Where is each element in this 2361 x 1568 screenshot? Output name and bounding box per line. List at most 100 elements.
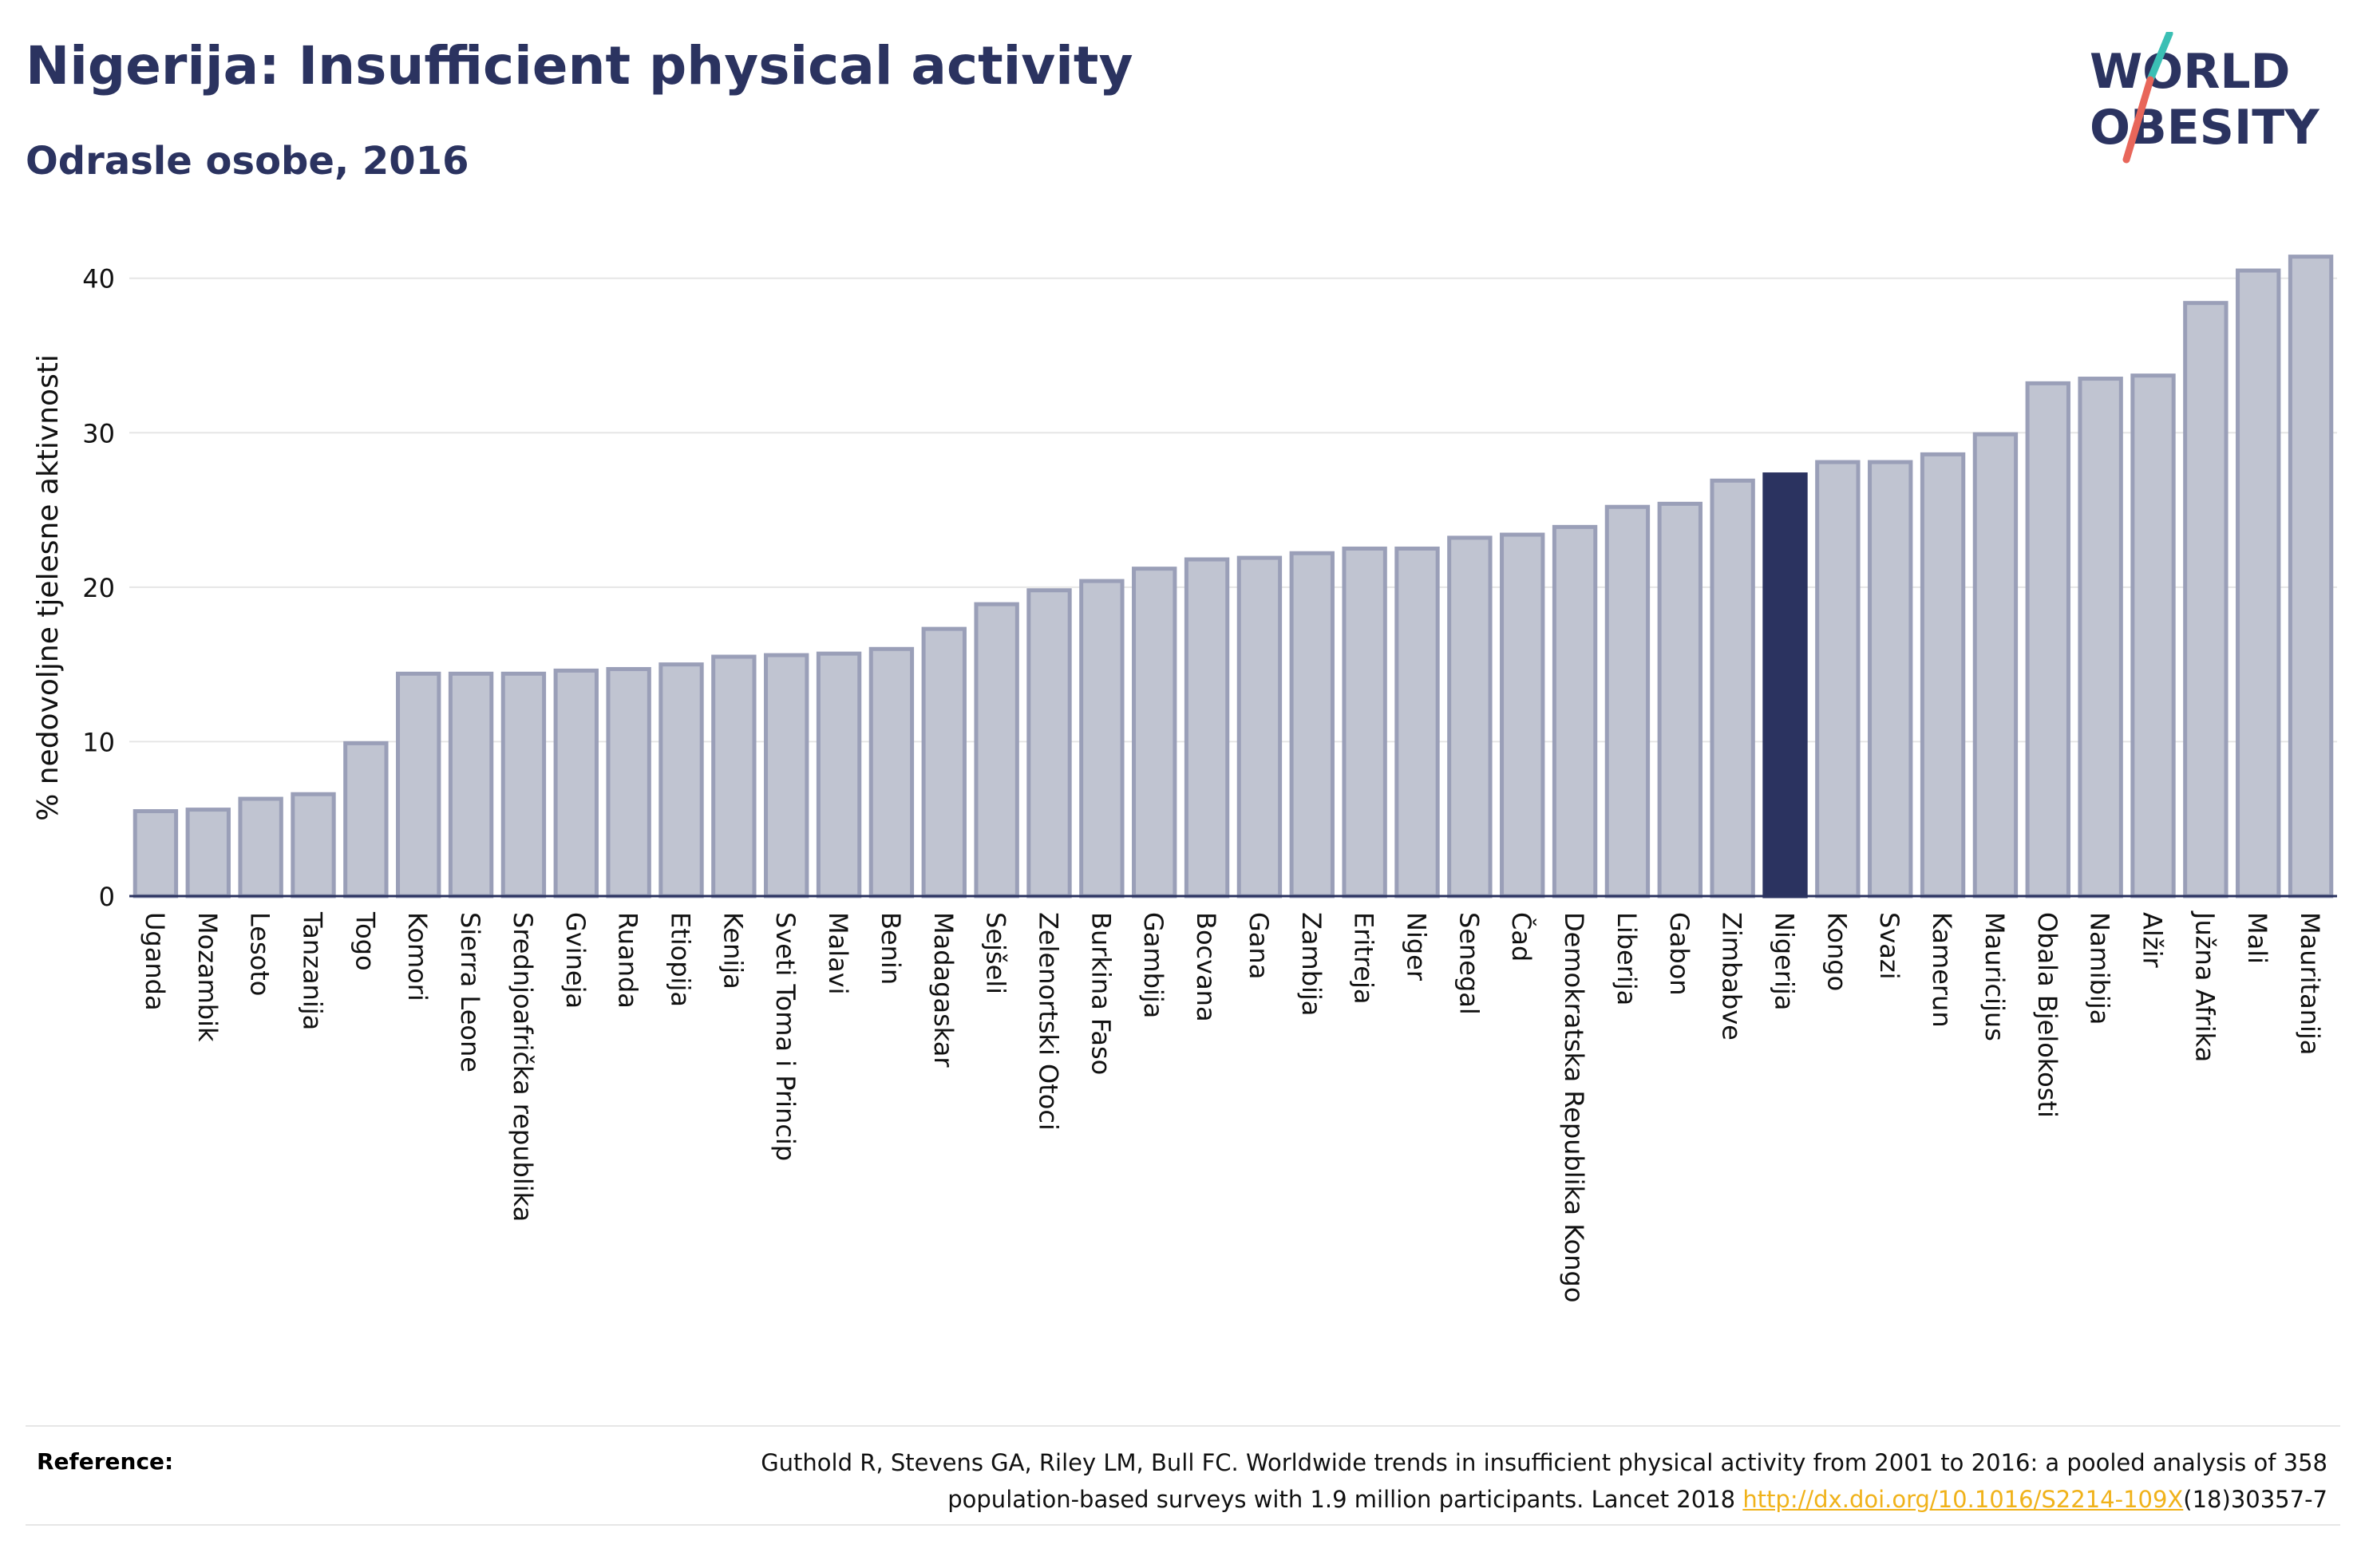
x-tick-label: Demokratska Republika Kongo <box>1559 912 1589 1302</box>
x-tick-label: Zelenortski Otoci <box>1034 912 1064 1131</box>
x-tick-label: Gana <box>1244 912 1274 979</box>
bar <box>868 646 915 899</box>
reference-line1: Guthold R, Stevens GA, Riley LM, Bull FC… <box>761 1449 2327 1476</box>
bar <box>921 626 967 899</box>
reference-bottom-rule <box>26 1524 2340 1526</box>
bar <box>1972 432 2019 899</box>
x-tick-label: Mozambik <box>192 912 223 1042</box>
x-tick-label: Mauricijus <box>1979 912 2010 1041</box>
x-tick-label: Sejšeli <box>981 912 1011 994</box>
bar <box>2236 268 2281 899</box>
x-tick-label: Svazi <box>1874 912 1904 980</box>
bar <box>658 662 704 899</box>
bar <box>1026 588 1072 899</box>
x-tick-label: Čad <box>1506 912 1537 962</box>
x-tick-label: Južna Afrika <box>2189 910 2220 1062</box>
bar <box>1920 452 1966 899</box>
x-tick-label: Alžir <box>2138 912 2168 968</box>
x-tick-label: Gambija <box>1138 912 1169 1018</box>
world-obesity-logo: WORLD OBESITY <box>2090 32 2320 164</box>
bar <box>291 792 336 899</box>
reference-suffix: (18)30357-7 <box>2183 1486 2327 1513</box>
x-tick-label: Benin <box>876 912 906 985</box>
bar-chart: 0 10 20 30 40 Uganda Mozambik Lesoto Tanzanija To… <box>32 255 2337 1302</box>
bar <box>816 651 862 899</box>
x-tick-label: Eritreja <box>1349 912 1379 1004</box>
reference-top-rule <box>26 1425 2340 1427</box>
bar <box>448 671 494 899</box>
bar <box>764 653 809 899</box>
reference-line2: population-based surveys with 1.9 millio… <box>947 1486 1743 1513</box>
bar <box>2078 377 2123 899</box>
x-tick-label: Niger <box>1402 912 1432 981</box>
reference-text: Guthold R, Stevens GA, Riley LM, Bull FC… <box>532 1444 2327 1518</box>
bar <box>1132 567 1177 899</box>
x-tick-label: Obala Bjelokosti <box>2032 912 2062 1118</box>
bar-highlight <box>1762 472 1808 899</box>
bar <box>1868 460 1913 899</box>
x-tick-label: Namibija <box>2085 912 2115 1025</box>
bar <box>1552 524 1598 899</box>
x-tick-label: Senegal <box>1453 912 1484 1015</box>
x-tick-label: Tanzanija <box>298 911 328 1030</box>
chart-title: Nigerija: Insufficient physical activity <box>26 35 1133 97</box>
x-tick-label: Liberija <box>1612 912 1642 1005</box>
y-tick-label: 20 <box>82 573 115 603</box>
y-tick-label: 0 <box>99 882 115 912</box>
bar <box>1236 555 1283 899</box>
bar <box>2025 381 2070 899</box>
x-tick-label: Mauritanija <box>2295 912 2325 1055</box>
bar <box>238 796 283 899</box>
reference-label: Reference: <box>37 1448 174 1475</box>
bar <box>1710 478 1755 899</box>
y-tick-label: 30 <box>82 418 115 448</box>
x-tick-label: Kamerun <box>1927 912 1957 1028</box>
bar <box>974 602 1019 899</box>
bar <box>2183 301 2229 899</box>
x-tick-label: Lesoto <box>245 912 275 996</box>
bar <box>606 666 651 899</box>
bar <box>1289 551 1335 899</box>
x-tick-label: Sveti Toma i Princip <box>770 912 801 1161</box>
x-tick-label: Srednjoafrička republika <box>508 912 538 1222</box>
x-tick-label: Uganda <box>140 912 170 1011</box>
x-tick-label: Kongo <box>1821 912 1852 991</box>
logo-line1: WORLD <box>2090 44 2290 100</box>
y-tick-label: 10 <box>82 727 115 757</box>
reference-link[interactable]: http://dx.doi.org/10.1016/S2214-109X <box>1742 1486 2184 1513</box>
bar <box>343 741 389 899</box>
bar <box>1342 546 1387 899</box>
x-tick-label: Malavi <box>823 912 853 995</box>
y-axis-title: % nedovoljne tjelesne aktivnosti <box>32 354 65 821</box>
x-tick-label: Togo <box>350 911 380 971</box>
bar <box>1815 460 1861 899</box>
x-tick-label: Burkina Faso <box>1086 912 1116 1075</box>
bar <box>1604 504 1651 899</box>
bar <box>1184 557 1230 899</box>
x-tick-label: Kenija <box>718 912 748 989</box>
bar <box>1500 532 1545 899</box>
logo-slash-bottom <box>2122 76 2154 164</box>
x-tick-label: Zimbabve <box>1717 912 1747 1041</box>
bar <box>500 671 547 899</box>
x-tick-label: Sierra Leone <box>455 912 485 1072</box>
x-tick-label: Ruanda <box>613 912 643 1009</box>
x-tick-label: Mali <box>2242 912 2272 964</box>
x-tick-label: Madagaskar <box>928 912 959 1068</box>
x-tick-label: Bocvana <box>1191 912 1221 1022</box>
x-tick-label: Komori <box>402 912 433 1001</box>
x-tick-label: Gabon <box>1664 912 1695 996</box>
bar <box>396 671 441 899</box>
y-tick-label: 40 <box>82 264 115 294</box>
x-tick-label: Etiopija <box>666 912 696 1007</box>
bar <box>185 808 231 899</box>
bar <box>1657 501 1703 899</box>
bar <box>711 654 757 899</box>
x-tick-label: Zambija <box>1296 912 1327 1016</box>
bar <box>1079 579 1125 899</box>
logo-slash-top <box>2146 32 2173 84</box>
bar <box>2288 255 2334 899</box>
bar <box>1394 546 1440 899</box>
bar <box>1447 535 1493 899</box>
bar <box>553 668 599 899</box>
